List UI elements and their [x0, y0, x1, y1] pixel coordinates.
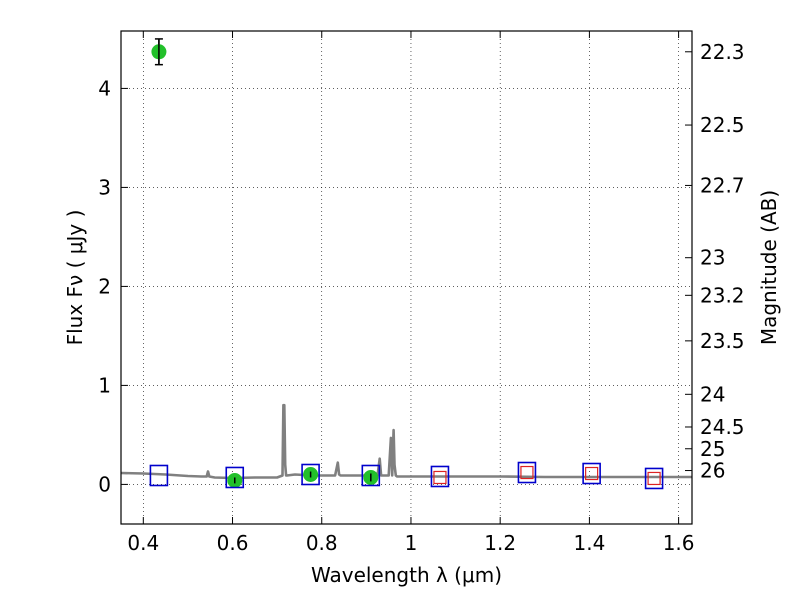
y2-tick-label: 24 — [700, 382, 725, 406]
upper-limit-square — [433, 470, 447, 485]
x-tick-label: 0.8 — [306, 531, 338, 555]
model-spectrum — [120, 403, 692, 480]
x-tick-label: 0.4 — [127, 531, 159, 555]
x-tick-label: 1 — [405, 531, 418, 555]
model-flux-square — [517, 461, 537, 484]
x-axis-label: Wavelength λ (μm) — [311, 563, 502, 587]
model-flux-square — [582, 462, 601, 485]
model-flux-square — [430, 465, 450, 488]
x-tick-label: 0.6 — [217, 531, 249, 555]
y-tick-label: 3 — [98, 175, 111, 199]
model-flux-square — [225, 466, 245, 489]
y-tick-label: 1 — [98, 373, 111, 397]
x-tick-label: 1.2 — [484, 531, 516, 555]
model-flux-square — [149, 464, 169, 487]
y-tick-label: 4 — [98, 76, 111, 100]
upper-limit-square — [585, 466, 599, 481]
y2-tick-label: 22.5 — [700, 113, 745, 137]
y2-axis-label: Magnitude (AB) — [757, 190, 781, 345]
y2-tick-label: 23.2 — [700, 283, 745, 307]
y-tick-label: 0 — [98, 472, 111, 496]
axis-ticks: 0.4 0.6 0.8 1 1.2 1.4 1.60123422.322.522.72323… — [98, 31, 745, 555]
spectrum-line — [120, 403, 692, 480]
y2-tick-label: 22.7 — [700, 173, 745, 197]
upper-limit-square — [520, 465, 534, 480]
plot-frame — [120, 30, 693, 525]
y2-tick-label: 26 — [700, 459, 725, 483]
model-flux-square — [644, 467, 664, 490]
y-tick-label: 2 — [98, 274, 111, 298]
x-tick-label: 1.6 — [663, 531, 695, 555]
y2-tick-label: 22.3 — [700, 40, 745, 64]
y2-tick-label: 25 — [700, 437, 725, 461]
data-markers — [149, 38, 664, 490]
upper-limit-square — [647, 471, 661, 486]
y-axis-label: Flux Fν ( μJy ) — [63, 210, 87, 346]
model-flux-square — [361, 464, 381, 487]
x-tick-label: 1.4 — [573, 531, 605, 555]
grid-lines — [121, 31, 692, 524]
model-flux-square — [301, 463, 320, 486]
y2-tick-label: 23.5 — [700, 329, 745, 353]
y2-tick-label: 23 — [700, 246, 725, 270]
y2-tick-label: 24.5 — [700, 415, 745, 439]
